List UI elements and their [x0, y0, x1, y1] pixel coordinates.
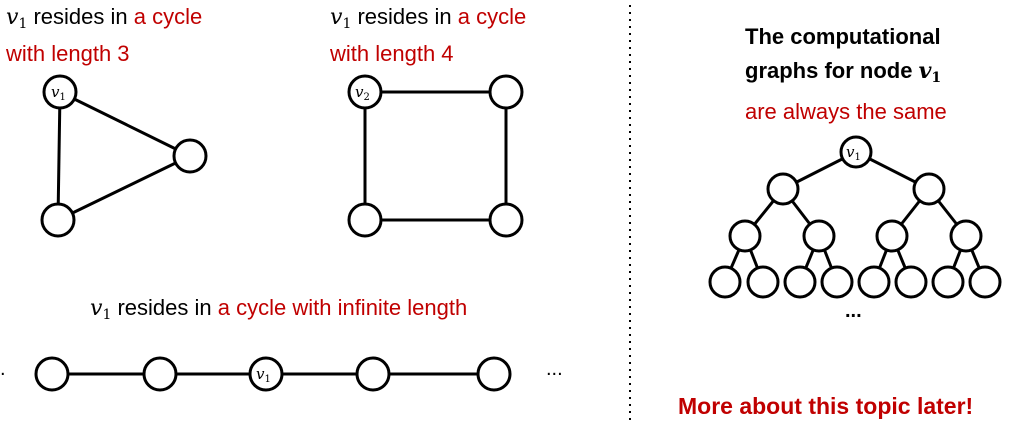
tree-leaf-node: [894, 265, 928, 299]
triangle-cycle-graph: v1: [40, 74, 208, 238]
heading-line-1: The computational: [745, 24, 941, 49]
tree-node: [949, 219, 983, 253]
tree-root-label: v1: [846, 143, 861, 163]
tree-leaf-node: [968, 265, 1002, 299]
tree-root-node: [839, 135, 873, 169]
caption-prefix: resides in: [111, 295, 218, 320]
triangle-node-v1: [42, 74, 78, 110]
caption-line-2: with length 3: [6, 41, 130, 66]
tree-ellipsis: ...: [845, 300, 862, 322]
chain-node: [34, 356, 70, 392]
tree-node: [802, 219, 836, 253]
variable-v1: v1: [6, 5, 28, 32]
variable-v1: v1: [918, 58, 942, 86]
chain-node-label: v1: [256, 365, 271, 385]
tree-node: [912, 172, 946, 206]
heading-line-2: graphs for node v1: [745, 58, 942, 86]
tree-node: [875, 219, 909, 253]
variable-v1: v1: [90, 296, 112, 323]
square-cycle-graph: v2: [347, 74, 524, 238]
caption-line-1: v1 resides in a cycle: [6, 2, 202, 39]
triangle-node: [40, 202, 76, 238]
tree-node: [728, 219, 762, 253]
chain-node: [142, 356, 178, 392]
tree-node: [766, 172, 800, 206]
tree-leaf-node: [783, 265, 817, 299]
square-node-v2: [347, 74, 383, 110]
chain-node: [355, 356, 391, 392]
caption-highlight: a cycle with infinite length: [217, 295, 468, 320]
tree-leaf-node: [746, 265, 780, 299]
caption-cycle-length-3: v1 resides in a cycle with length 3: [6, 2, 202, 69]
caption-line-2: with length 4: [330, 41, 454, 66]
caption-prefix: resides in: [351, 4, 458, 29]
caption-highlight: a cycle: [133, 4, 203, 29]
tree-leaf-node: [857, 265, 891, 299]
caption-infinite-length: v1 resides in a cycle with infinite leng…: [90, 293, 467, 330]
triangle-node: [172, 138, 208, 174]
chain-left-ellipsis: .: [0, 358, 6, 380]
caption-cycle-length-4: v1 resides in a cycle with length 4: [330, 2, 526, 69]
triangle-edge: [57, 154, 191, 222]
tree-leaf-node: [708, 265, 742, 299]
triangle-edge: [56, 91, 62, 221]
computational-graphs-heading: The computational graphs for node v1 are…: [745, 20, 947, 129]
square-node-label: v2: [355, 83, 370, 103]
caption-prefix: resides in: [27, 4, 134, 29]
triangle-edge: [59, 90, 191, 158]
square-node: [347, 202, 383, 238]
chain-right-ellipsis: ...: [546, 358, 563, 380]
more-later-note: More about this topic later!: [678, 393, 974, 419]
caption-line-1: v1 resides in a cycle: [330, 2, 526, 39]
tree-leaf-node: [931, 265, 965, 299]
chain-node: [476, 356, 512, 392]
infinite-chain-graph: v1: [34, 356, 512, 392]
triangle-node-label: v1: [51, 83, 66, 103]
square-node: [488, 202, 524, 238]
square-node: [488, 74, 524, 110]
computation-tree-graph: v1: [708, 135, 1002, 299]
chain-node-v1: [248, 356, 284, 392]
heading-line-3: are always the same: [745, 99, 947, 124]
variable-v1: v1: [330, 5, 352, 32]
caption-highlight: a cycle: [457, 4, 527, 29]
tree-leaf-node: [820, 265, 854, 299]
